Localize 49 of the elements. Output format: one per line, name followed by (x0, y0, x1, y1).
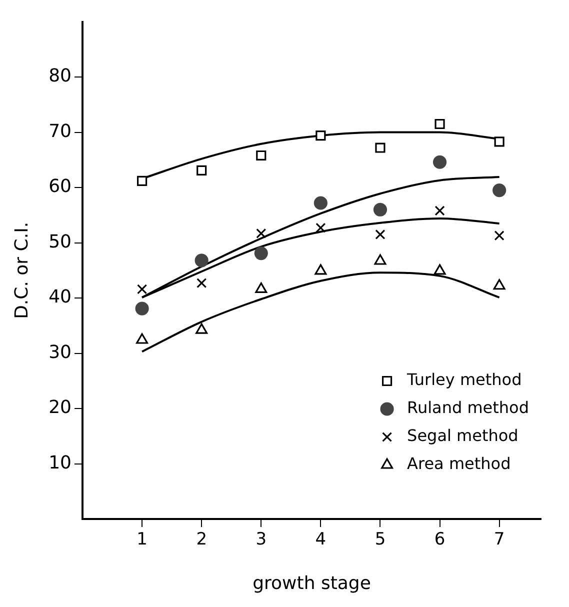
x-tick-label: 7 (494, 530, 505, 550)
point (255, 282, 268, 293)
x-tick-label: 4 (315, 530, 326, 550)
point (316, 130, 326, 141)
point (494, 230, 504, 241)
y-tick-label: 50 (48, 231, 72, 252)
point (256, 150, 266, 161)
point (314, 196, 328, 210)
point (314, 264, 327, 275)
y-tick-label: 60 (48, 176, 72, 198)
point (135, 302, 149, 316)
y-tick-label: 10 (48, 452, 72, 474)
point (196, 165, 207, 176)
point (137, 176, 148, 186)
point (375, 142, 386, 153)
point (196, 323, 208, 334)
point (256, 228, 266, 238)
y-tick-label: 20 (48, 397, 72, 418)
point (196, 278, 207, 288)
x-tick-label: 2 (196, 530, 208, 550)
point (137, 284, 148, 294)
point (374, 254, 386, 265)
legend-label: Segal method (407, 426, 518, 446)
point (375, 229, 386, 240)
point (316, 222, 326, 233)
y-tick-label: 70 (48, 120, 72, 142)
point (494, 136, 504, 147)
y-tick-label: 40 (48, 286, 72, 308)
x-tick-label: 6 (434, 530, 446, 550)
point (194, 254, 208, 268)
x-tick-label: 5 (374, 530, 386, 550)
x-tick-label: 1 (136, 530, 148, 550)
legend-label: Area method (407, 454, 511, 474)
y-tick-label: 30 (48, 342, 72, 363)
point (493, 279, 506, 290)
point (432, 155, 447, 169)
legend-label: Ruland method (407, 398, 530, 418)
point (492, 183, 506, 198)
point (434, 118, 445, 130)
point (434, 264, 446, 275)
y-axis-title: D.C. or C.I. (11, 222, 32, 319)
point (434, 206, 445, 216)
point (136, 333, 148, 344)
legend-label: Turley method (406, 370, 522, 390)
point (254, 246, 268, 260)
x-tick-label: 3 (256, 530, 267, 550)
y-tick-label: 80 (48, 66, 72, 87)
point (373, 202, 388, 216)
x-axis-title: growth stage (252, 572, 371, 594)
